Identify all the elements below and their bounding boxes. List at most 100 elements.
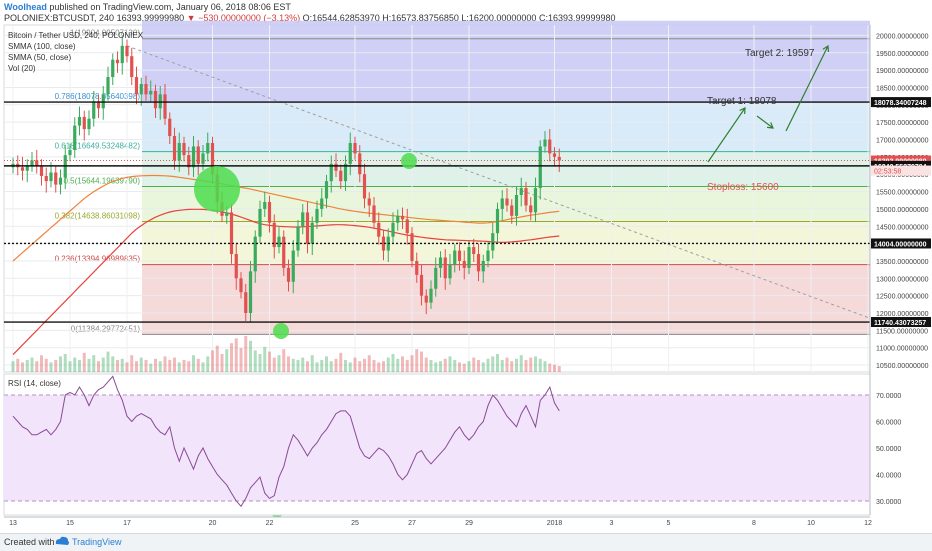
target-arrows[interactable] [707, 44, 830, 163]
candle-body [362, 174, 367, 199]
candle-body [543, 139, 547, 147]
time-tick-label: 20 [209, 520, 217, 527]
annotations[interactable]: Target 2: 19597 Target 1: 18078 Stoploss… [707, 48, 815, 193]
time-tick-label: 22 [266, 520, 274, 527]
time-axis[interactable]: 13 15 17 20 22 25 27 29 2018 3 5 8 10 12 [4, 516, 872, 527]
candle-body [225, 212, 229, 216]
stoploss-label[interactable]: Stoploss: 15600 [707, 182, 779, 193]
symbol-label: POLONIEX:BTCUSDT, 240 [4, 13, 115, 23]
price-tick-label: 16000.00000000 [876, 172, 929, 179]
volume-bar [310, 355, 314, 372]
volume-bar [244, 336, 248, 372]
candle-body [239, 278, 243, 293]
time-tick-label: 25 [351, 520, 359, 527]
volume-bar [291, 358, 295, 372]
target1-label[interactable]: Target 1: 18078 [707, 96, 777, 107]
volume-bar [500, 360, 504, 372]
volume-bar [524, 360, 528, 372]
candle-body [481, 260, 485, 272]
volume-bar [11, 361, 15, 372]
volume-bar [481, 362, 485, 372]
rsi-tick-label: 60.0000 [876, 420, 901, 427]
candle-body [139, 83, 143, 95]
volume-bar [258, 354, 262, 372]
volume-bar [225, 349, 229, 372]
arrow-to-target2-head[interactable] [822, 44, 830, 53]
chart-canvas[interactable]: 1(19904.09507130) 0.786(18078.85640398) 0.… [0, 0, 932, 533]
volume-bar [163, 356, 167, 372]
volume-bar [448, 356, 452, 372]
volume-bar [548, 363, 552, 372]
time-tick-label: 2018 [547, 520, 563, 527]
rsi-tick-label: 40.0000 [876, 473, 901, 480]
rsi-legend: RSI (14, close) [8, 379, 61, 388]
time-tick-label: 13 [9, 520, 17, 527]
price-tick-label: 11000.00000000 [876, 346, 928, 353]
arrow-to-target1[interactable] [707, 107, 746, 163]
highlight-circles[interactable] [194, 153, 417, 517]
volume-bar [467, 361, 471, 372]
low-circle[interactable] [273, 323, 289, 339]
open-value: O:16544.62853970 [302, 13, 380, 23]
price-tick-label: 14500.00000000 [876, 224, 929, 231]
candle-body [210, 142, 215, 175]
price-tick-label: 13000.00000000 [876, 276, 929, 283]
candle-body [467, 247, 471, 268]
volume-bar [434, 362, 438, 372]
volume-bar [401, 356, 404, 372]
volume-bar [220, 354, 224, 372]
candle-body [419, 274, 424, 296]
arrow-pullback-head[interactable] [766, 122, 774, 129]
volume-bar [192, 355, 195, 372]
candle-body [552, 153, 557, 157]
fib-retracement[interactable]: 1(19904.09507130) 0.786(18078.85640398) 0.… [55, 20, 870, 335]
candle-body [462, 260, 466, 268]
candle-body [177, 142, 181, 161]
volume-bar [116, 360, 119, 372]
price-tick-label: 12500.00000000 [876, 294, 929, 301]
volume-bar [59, 356, 62, 372]
price-tick-label: 15500.00000000 [876, 190, 929, 197]
author-link[interactable]: Woolhead [4, 2, 47, 12]
legend: Bitcoin / Tether USD, 240, POLONIEX SMMA… [8, 31, 144, 73]
candle-body [476, 254, 481, 272]
volume-bar [63, 354, 67, 372]
candle-body [434, 267, 438, 289]
candle-body [353, 142, 357, 154]
fib-level-label: 0.382(14638.86031098) [55, 211, 141, 220]
price-tick-label: 12000.00000000 [876, 311, 929, 318]
arrow-to-target1-head[interactable] [739, 107, 746, 115]
volume-bar [420, 351, 423, 372]
volume-bar [120, 358, 124, 372]
candle-body [291, 250, 295, 282]
arrow-pullback[interactable] [756, 115, 774, 129]
support-circle-large[interactable] [194, 166, 240, 212]
target2-label[interactable]: Target 2: 19597 [745, 48, 815, 59]
tradingview-link[interactable]: TradingView [72, 537, 122, 547]
fib-band-top [142, 20, 870, 39]
volume-bar [377, 362, 381, 372]
candle-body [130, 56, 134, 78]
volume-bar [491, 356, 495, 372]
candle-body [73, 125, 77, 150]
high-value: H:16573.83756850 [382, 13, 459, 23]
volume-bar [329, 361, 333, 372]
fib-level-label: 0.236(13394.96989835) [55, 255, 141, 264]
volume-bar [234, 338, 238, 372]
candle-body [30, 160, 34, 166]
volume-bar [230, 343, 233, 372]
volume-bar [253, 350, 257, 372]
candles [11, 35, 561, 323]
fib-level-label: 0(11384.29772451) [71, 324, 141, 333]
candle-body [258, 208, 262, 237]
volume-bar [201, 362, 205, 372]
arrow-to-target2[interactable] [785, 45, 829, 132]
candle-body [296, 226, 300, 251]
horizontal-levels[interactable] [4, 101, 870, 323]
candle-body [149, 90, 153, 95]
volume-bar [405, 360, 409, 372]
resistance-circle[interactable] [401, 153, 417, 169]
candle-body [310, 222, 314, 244]
volume-bar [496, 354, 499, 372]
time-tick-label: 5 [667, 520, 671, 527]
